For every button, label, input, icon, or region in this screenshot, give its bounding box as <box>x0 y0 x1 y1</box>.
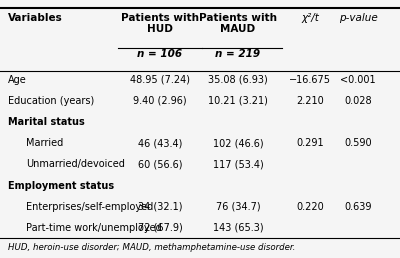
Text: 9.40 (2.96): 9.40 (2.96) <box>133 96 187 106</box>
Text: Unmarried/devoiced: Unmarried/devoiced <box>26 159 125 170</box>
Text: 0.291: 0.291 <box>296 138 324 148</box>
Text: 76 (34.7): 76 (34.7) <box>216 202 260 212</box>
Text: 72 (67.9): 72 (67.9) <box>138 223 182 233</box>
Text: 34 (32.1): 34 (32.1) <box>138 202 182 212</box>
Text: 60 (56.6): 60 (56.6) <box>138 159 182 170</box>
Text: Variables: Variables <box>8 13 63 23</box>
Text: 102 (46.6): 102 (46.6) <box>213 138 263 148</box>
Text: 0.639: 0.639 <box>344 202 372 212</box>
Text: 48.95 (7.24): 48.95 (7.24) <box>130 75 190 85</box>
Text: 0.028: 0.028 <box>344 96 372 106</box>
Text: −16.675: −16.675 <box>289 75 331 85</box>
Text: <0.001: <0.001 <box>340 75 376 85</box>
Text: 46 (43.4): 46 (43.4) <box>138 138 182 148</box>
Text: Married: Married <box>26 138 63 148</box>
Text: Enterprises/self-employed: Enterprises/self-employed <box>26 202 153 212</box>
Text: Marital status: Marital status <box>8 117 85 127</box>
Text: Education (years): Education (years) <box>8 96 94 106</box>
Text: 0.590: 0.590 <box>344 138 372 148</box>
Text: 10.21 (3.21): 10.21 (3.21) <box>208 96 268 106</box>
Text: 0.220: 0.220 <box>296 202 324 212</box>
Text: 143 (65.3): 143 (65.3) <box>213 223 263 233</box>
Text: Patients with
HUD: Patients with HUD <box>121 13 199 35</box>
Text: p-value: p-value <box>339 13 377 23</box>
Text: n = 106: n = 106 <box>138 49 182 59</box>
Text: χ²/t: χ²/t <box>301 13 319 23</box>
Text: n = 219: n = 219 <box>216 49 260 59</box>
Text: Patients with
MAUD: Patients with MAUD <box>199 13 277 35</box>
Text: Age: Age <box>8 75 27 85</box>
Text: 2.210: 2.210 <box>296 96 324 106</box>
Text: Employment status: Employment status <box>8 181 114 191</box>
Text: Part-time work/unemployed: Part-time work/unemployed <box>26 223 162 233</box>
Text: 117 (53.4): 117 (53.4) <box>213 159 263 170</box>
Text: 35.08 (6.93): 35.08 (6.93) <box>208 75 268 85</box>
Text: HUD, heroin-use disorder; MAUD, methamphetamine-use disorder.: HUD, heroin-use disorder; MAUD, methamph… <box>8 243 295 252</box>
